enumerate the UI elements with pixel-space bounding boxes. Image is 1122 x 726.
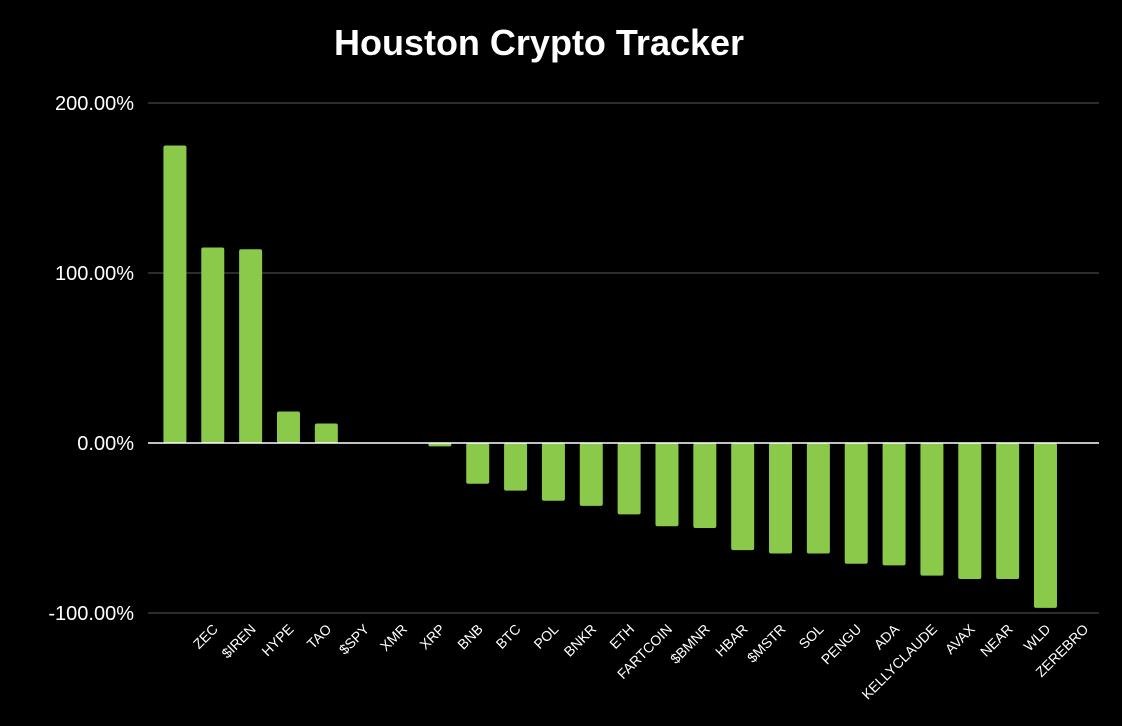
bar: [314, 423, 338, 443]
x-tick-label: XRP: [416, 621, 448, 653]
y-tick-label: 0.00%: [77, 433, 134, 455]
bar: [1033, 443, 1057, 608]
x-tick-label: AVAX: [942, 620, 979, 657]
x-tick-label: $SPY: [336, 620, 373, 657]
x-tick-label: HYPE: [258, 621, 296, 659]
x-tick-label: ZEC: [190, 621, 221, 652]
bar: [769, 443, 793, 554]
bar: [958, 443, 982, 579]
bar: [920, 443, 944, 576]
x-tick-label: BNB: [454, 621, 486, 653]
bar: [996, 443, 1020, 579]
x-tick-label: BTC: [493, 621, 524, 652]
x-tick-label: $MSTR: [744, 621, 789, 666]
bar: [882, 443, 906, 566]
bar: [844, 443, 868, 564]
bar: [617, 443, 641, 515]
x-tick-label: ADA: [871, 620, 903, 652]
bar: [541, 443, 565, 501]
bar: [504, 443, 528, 491]
x-tick-label: $BMNR: [667, 621, 713, 667]
bar: [163, 145, 187, 443]
x-tick-label: BNKR: [561, 621, 600, 660]
x-tick-label: $IREN: [218, 621, 258, 661]
x-tick-label: POL: [530, 621, 561, 652]
bar: [466, 443, 490, 484]
x-tick-label: TAO: [304, 621, 335, 652]
bar: [276, 411, 300, 443]
x-tick-label: XMR: [377, 621, 410, 654]
chart-title: Houston Crypto Tracker: [333, 22, 745, 63]
bar: [201, 247, 225, 443]
bar: [579, 443, 603, 506]
y-tick-label: -100.00%: [48, 603, 134, 625]
bar: [731, 443, 755, 551]
bar: [693, 443, 717, 528]
x-tick-label: ETH: [606, 621, 637, 652]
bar: [428, 443, 452, 447]
y-tick-label: 200.00%: [55, 93, 134, 115]
x-tick-label: WLD: [1020, 621, 1053, 654]
bar: [239, 249, 263, 443]
x-tick-label: NEAR: [977, 621, 1016, 660]
x-tick-label: PENGU: [818, 621, 865, 668]
y-tick-label: 100.00%: [55, 263, 134, 285]
bar: [655, 443, 679, 527]
bar: [806, 443, 830, 554]
x-tick-label: SOL: [795, 621, 826, 652]
